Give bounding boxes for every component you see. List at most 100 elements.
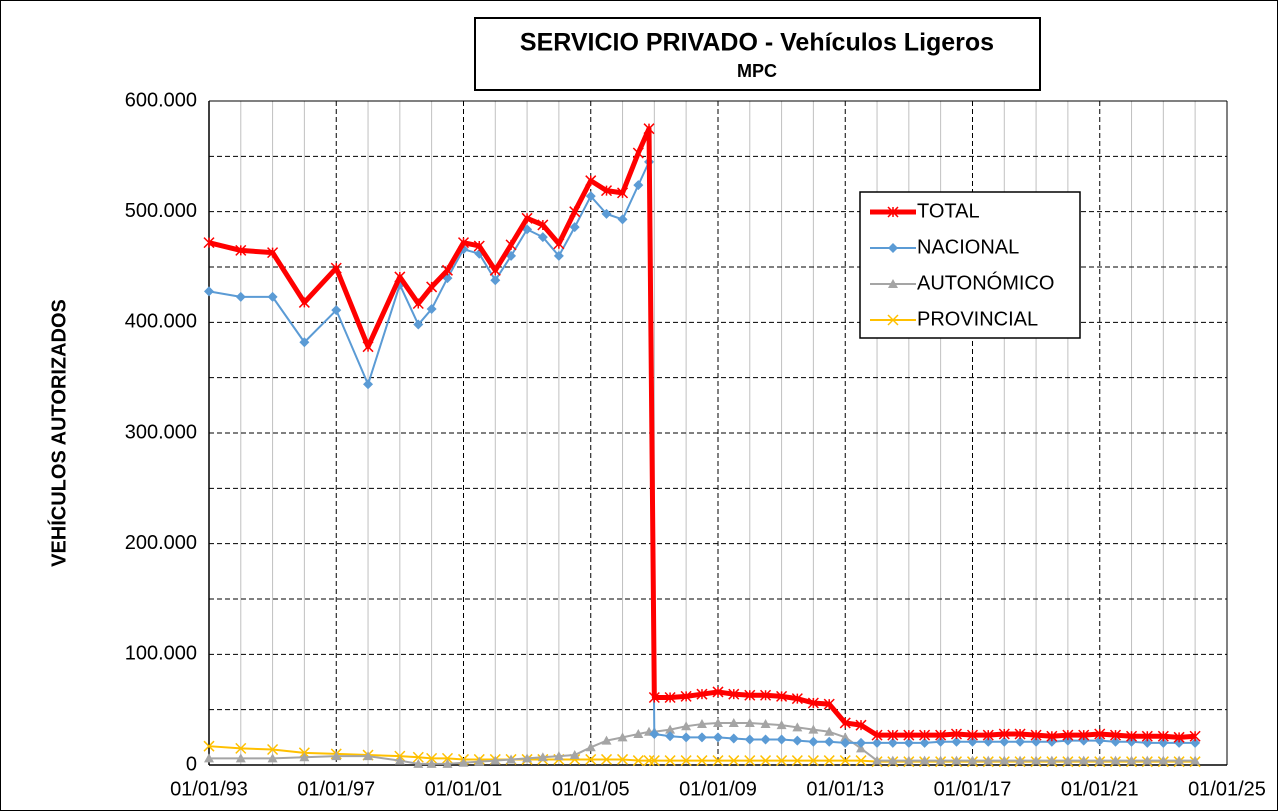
marker: [1142, 755, 1153, 765]
marker: [807, 697, 819, 709]
y-tick-label: 100.000: [125, 643, 197, 665]
marker: [776, 690, 788, 702]
marker: [983, 736, 994, 747]
marker: [728, 717, 739, 727]
marker: [1142, 737, 1153, 748]
marker: [728, 755, 740, 767]
marker: [839, 755, 851, 767]
marker: [203, 740, 215, 752]
marker: [1126, 730, 1138, 742]
marker: [617, 187, 629, 199]
marker: [521, 212, 533, 224]
marker: [1094, 735, 1105, 746]
marker: [919, 755, 930, 765]
marker: [840, 737, 851, 748]
marker: [1094, 728, 1106, 740]
marker: [713, 717, 723, 727]
marker: [728, 688, 740, 700]
legend-label: NACIONAL: [917, 236, 1019, 258]
marker: [760, 689, 772, 701]
marker: [744, 689, 756, 701]
marker: [537, 232, 548, 243]
marker: [204, 753, 214, 763]
marker: [887, 729, 899, 741]
marker: [458, 757, 469, 767]
marker: [967, 755, 978, 765]
series-line: [208, 745, 1196, 763]
marker: [426, 304, 437, 315]
marker: [267, 247, 279, 259]
legend-label: AUTONÓMICO: [917, 271, 1054, 294]
marker: [442, 758, 453, 768]
marker: [643, 123, 655, 135]
marker: [363, 379, 374, 390]
marker: [601, 735, 612, 745]
marker: [585, 191, 596, 202]
marker: [728, 733, 739, 744]
marker: [1126, 755, 1137, 765]
marker: [1157, 730, 1169, 742]
marker: [664, 691, 676, 704]
marker: [1174, 755, 1185, 765]
marker: [505, 239, 517, 251]
y-tick-label: 600.000: [125, 89, 197, 111]
marker: [633, 180, 644, 191]
marker: [681, 721, 692, 731]
marker: [872, 737, 883, 748]
marker: [919, 729, 931, 741]
marker: [792, 735, 803, 746]
marker: [1189, 730, 1201, 742]
marker: [1078, 755, 1089, 765]
marker: [696, 688, 708, 700]
marker: [1046, 730, 1058, 742]
marker: [856, 743, 867, 753]
marker: [840, 732, 851, 742]
marker: [966, 729, 979, 741]
marker: [1030, 729, 1042, 741]
marker: [426, 281, 438, 293]
marker: [553, 751, 564, 761]
marker: [267, 743, 279, 756]
marker: [426, 752, 438, 764]
marker: [823, 698, 835, 710]
marker: [1109, 729, 1122, 741]
marker: [299, 337, 310, 348]
marker: [235, 753, 246, 763]
marker: [522, 753, 533, 763]
marker: [648, 691, 660, 704]
marker: [1015, 736, 1026, 747]
marker: [632, 755, 644, 767]
marker: [744, 717, 755, 727]
marker: [951, 736, 962, 747]
marker: [569, 206, 581, 218]
marker: [441, 264, 454, 276]
marker: [1062, 755, 1073, 765]
marker: [791, 755, 803, 767]
marker: [665, 724, 676, 734]
marker: [267, 753, 278, 763]
chart-title: SERVICIO PRIVADO - Vehículos Ligeros: [520, 29, 994, 57]
x-tick-label: 01/01/21: [1061, 778, 1139, 800]
marker: [983, 755, 994, 765]
marker: [633, 729, 644, 739]
marker: [696, 732, 707, 743]
marker: [1031, 755, 1042, 765]
marker: [982, 729, 994, 741]
marker: [888, 279, 898, 288]
marker: [713, 732, 723, 743]
y-tick-label: 0: [186, 753, 197, 775]
marker: [1078, 729, 1090, 741]
marker: [413, 758, 424, 768]
marker: [760, 719, 771, 729]
marker: [362, 341, 374, 353]
marker: [632, 147, 644, 159]
marker: [553, 238, 565, 250]
x-tick-label: 01/01/17: [934, 778, 1012, 800]
marker: [457, 237, 470, 249]
marker: [744, 734, 755, 745]
marker: [967, 736, 978, 747]
marker: [1062, 729, 1074, 741]
marker: [601, 208, 612, 219]
